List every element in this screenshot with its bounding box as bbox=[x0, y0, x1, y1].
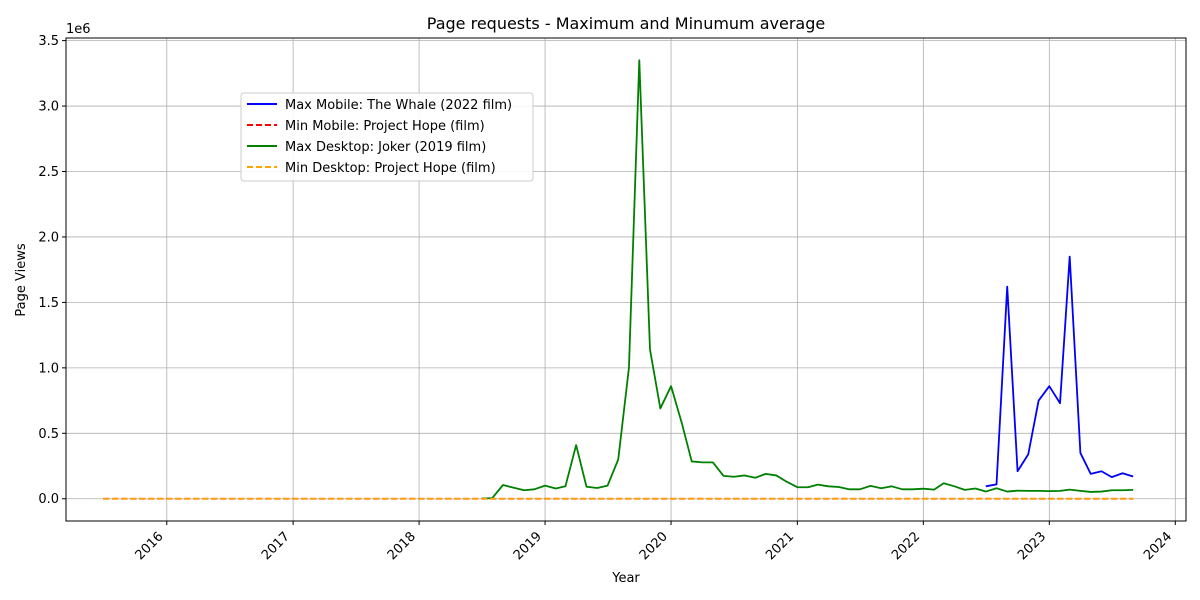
x-tick-label: 2024 bbox=[1141, 529, 1175, 563]
y-tick-label: 2.5 bbox=[38, 165, 59, 180]
x-tick-label: 2018 bbox=[385, 529, 419, 563]
y-offset-text: 1e6 bbox=[66, 22, 91, 37]
x-tick-label: 2020 bbox=[637, 529, 671, 563]
legend-label-max-desktop: Max Desktop: Joker (2019 film) bbox=[285, 140, 486, 155]
x-tick-label: 2016 bbox=[133, 529, 167, 563]
series-lines bbox=[103, 59, 1134, 500]
x-axis-ticks: 2016 2017 2018 2019 2020 2021 2022 2023 2024 bbox=[133, 521, 1176, 563]
grid bbox=[66, 38, 1186, 521]
y-axis-label: Page Views bbox=[14, 243, 29, 316]
y-tick-label: 3.0 bbox=[38, 100, 59, 115]
y-tick-label: 1.0 bbox=[38, 361, 59, 376]
series-line-max-desktop bbox=[481, 59, 1134, 500]
x-axis-label: Year bbox=[611, 571, 640, 586]
y-tick-label: 3.5 bbox=[38, 34, 59, 49]
x-tick-label: 2022 bbox=[889, 529, 923, 563]
legend-label-max-mobile: Max Mobile: The Whale (2022 film) bbox=[285, 98, 512, 113]
y-tick-label: 1.5 bbox=[38, 296, 59, 311]
x-tick-label: 2019 bbox=[511, 529, 545, 563]
y-tick-label: 2.0 bbox=[38, 230, 59, 245]
legend: Max Mobile: The Whale (2022 film) Min Mo… bbox=[240, 92, 534, 182]
y-tick-label: 0.0 bbox=[38, 492, 59, 507]
y-tick-label: 0.5 bbox=[38, 427, 59, 442]
series-line-max-mobile bbox=[985, 255, 1134, 488]
legend-box bbox=[240, 92, 534, 182]
legend-label-min-desktop: Min Desktop: Project Hope (film) bbox=[285, 161, 496, 176]
plot-frame bbox=[65, 37, 1187, 522]
x-tick-label: 2021 bbox=[763, 529, 797, 563]
x-tick-label: 2023 bbox=[1015, 529, 1049, 563]
y-axis-ticks: 0.0 0.5 1.0 1.5 2.0 2.5 3.0 3.5 bbox=[38, 34, 66, 507]
x-tick-label: 2017 bbox=[259, 529, 293, 563]
chart-title: Page requests - Maximum and Minumum aver… bbox=[427, 14, 825, 33]
legend-label-min-mobile: Min Mobile: Project Hope (film) bbox=[285, 119, 485, 134]
